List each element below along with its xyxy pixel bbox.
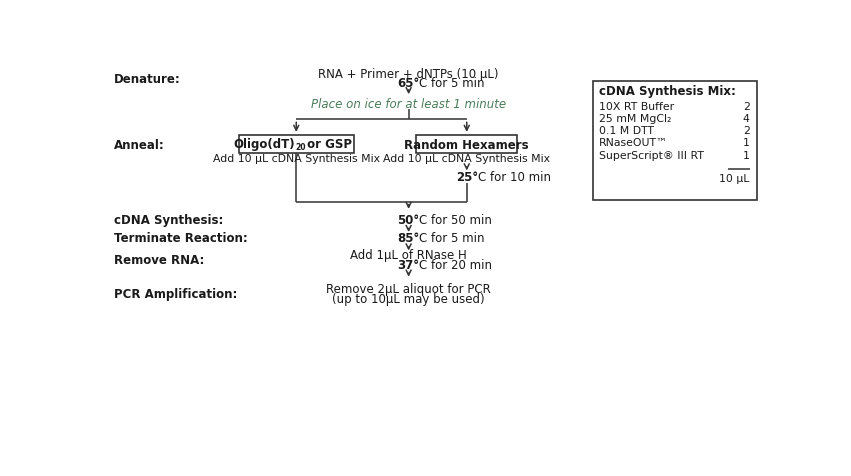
Text: cDNA Synthesis Mix:: cDNA Synthesis Mix: bbox=[599, 85, 736, 98]
Bar bbox=[239, 136, 354, 154]
Text: 1: 1 bbox=[743, 150, 750, 160]
Text: Random Hexamers: Random Hexamers bbox=[404, 138, 529, 151]
Text: 2: 2 bbox=[743, 101, 750, 111]
Text: 1: 1 bbox=[743, 138, 750, 148]
Text: 85°: 85° bbox=[397, 232, 420, 245]
Text: RNA + Primer + dNTPs (10 μL): RNA + Primer + dNTPs (10 μL) bbox=[318, 68, 499, 80]
Text: 50°: 50° bbox=[397, 214, 420, 227]
Bar bbox=[416, 136, 517, 154]
Text: C for 50 min: C for 50 min bbox=[420, 214, 493, 227]
Text: 10X RT Buffer: 10X RT Buffer bbox=[599, 101, 674, 111]
Text: (up to 10μL may be used): (up to 10μL may be used) bbox=[332, 292, 485, 305]
Text: 0.1 M DTT: 0.1 M DTT bbox=[599, 126, 654, 136]
Text: Add 10 μL cDNA Synthesis Mix: Add 10 μL cDNA Synthesis Mix bbox=[213, 154, 380, 164]
Text: Place on ice for at least 1 minute: Place on ice for at least 1 minute bbox=[311, 98, 506, 110]
Bar bbox=[593, 82, 757, 201]
Text: Add 10 μL cDNA Synthesis Mix: Add 10 μL cDNA Synthesis Mix bbox=[383, 154, 551, 164]
Text: 20: 20 bbox=[295, 142, 306, 151]
Text: Oligo(dT): Oligo(dT) bbox=[233, 138, 294, 150]
Text: C for 10 min: C for 10 min bbox=[477, 170, 551, 183]
Text: C for 5 min: C for 5 min bbox=[420, 232, 485, 245]
Text: 25 mM MgCl₂: 25 mM MgCl₂ bbox=[599, 114, 671, 124]
Text: or GSP: or GSP bbox=[303, 138, 352, 150]
Text: Terminate Reaction:: Terminate Reaction: bbox=[114, 232, 248, 245]
Text: 2: 2 bbox=[743, 126, 750, 136]
Text: 4: 4 bbox=[743, 114, 750, 124]
Text: Remove 2μL aliquot for PCR: Remove 2μL aliquot for PCR bbox=[326, 283, 491, 296]
Text: 37°: 37° bbox=[397, 258, 420, 271]
Text: C for 20 min: C for 20 min bbox=[420, 258, 493, 271]
Text: 65°: 65° bbox=[397, 77, 420, 90]
Text: 10 μL: 10 μL bbox=[719, 174, 750, 184]
Text: C for 5 min: C for 5 min bbox=[420, 77, 485, 90]
Text: SuperScript® III RT: SuperScript® III RT bbox=[599, 150, 704, 160]
Text: 25°: 25° bbox=[455, 170, 477, 183]
Text: Remove RNA:: Remove RNA: bbox=[114, 254, 204, 267]
Text: cDNA Synthesis:: cDNA Synthesis: bbox=[114, 214, 224, 227]
Text: PCR Amplification:: PCR Amplification: bbox=[114, 288, 237, 300]
Text: RNaseOUT™: RNaseOUT™ bbox=[599, 138, 668, 148]
Text: Anneal:: Anneal: bbox=[114, 138, 165, 151]
Text: Denature:: Denature: bbox=[114, 73, 181, 86]
Text: Add 1μL of RNase H: Add 1μL of RNase H bbox=[351, 248, 467, 261]
